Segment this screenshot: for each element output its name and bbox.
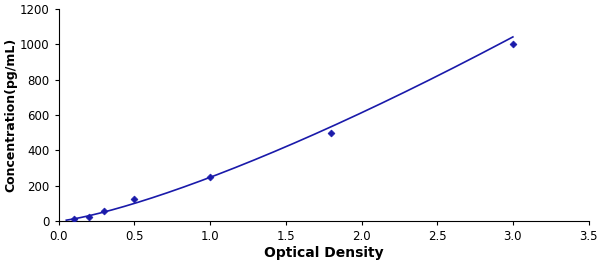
Y-axis label: Concentration(pg/mL): Concentration(pg/mL): [4, 38, 17, 192]
X-axis label: Optical Density: Optical Density: [264, 246, 383, 260]
